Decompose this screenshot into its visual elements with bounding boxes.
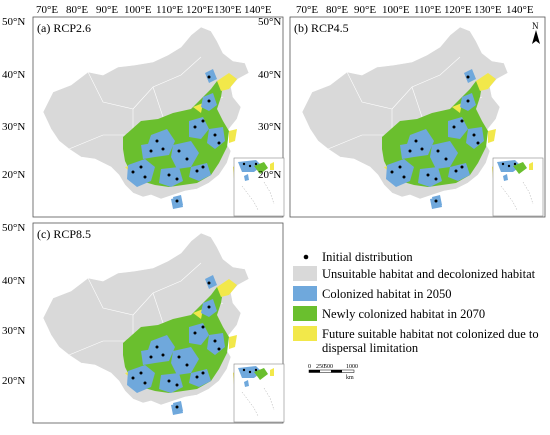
initial-dot-swatch: [303, 254, 309, 260]
legend-colonized-2070: Newly colonized habitat in 2070: [322, 307, 485, 321]
legend: Initial distribution Unsuitable habitat …: [293, 250, 539, 355]
panel-a: (a) RCP2.6: [32, 16, 285, 218]
panel-a-label: (a) RCP2.6: [37, 21, 91, 35]
lon-tick: 70°E: [36, 4, 58, 16]
legend-future-line2: dispersal limitation: [322, 341, 419, 355]
lat-tick: 20°N: [258, 169, 281, 181]
lat-ticks-a: 50°N 40°N 30°N 20°N: [2, 16, 25, 181]
lat-tick: 40°N: [2, 275, 25, 287]
lat-tick: 20°N: [2, 375, 25, 387]
lat-ticks-c: 50°N 40°N 30°N 20°N: [2, 222, 25, 387]
legend-colonized-2050: Colonized habitat in 2050: [322, 287, 452, 301]
lat-tick: 50°N: [2, 222, 25, 234]
lon-tick: 120°E: [186, 4, 214, 16]
lat-tick: 40°N: [2, 69, 25, 81]
lon-tick: 90°E: [96, 4, 118, 16]
lat-tick: 20°N: [2, 169, 25, 181]
panel-c-label: (c) RCP8.5: [37, 227, 91, 241]
scale-unit: km: [346, 375, 354, 381]
lon-tick: 120°E: [444, 4, 472, 16]
scale-label: 1000: [346, 364, 358, 370]
legend-unsuitable: Unsuitable habitat and decolonized habit…: [322, 267, 536, 281]
lat-ticks-b: 50°N 40°N 30°N 20°N: [258, 16, 281, 181]
panel-a-inset: [233, 157, 285, 217]
lat-tick: 30°N: [258, 121, 281, 133]
swatch-colonized-2070: [293, 306, 317, 321]
panel-b-label: (b) RCP4.5: [294, 21, 349, 35]
lon-tick: 110°E: [156, 4, 183, 16]
lat-tick: 50°N: [258, 16, 281, 28]
panel-b: (b) RCP4.5 N: [289, 16, 546, 218]
scale-label: 250: [316, 364, 325, 370]
legend-initial: Initial distribution: [322, 250, 413, 264]
panel-c: (c) RCP8.5: [32, 222, 285, 424]
lat-tick: 40°N: [258, 69, 281, 81]
panel-c-inset: [233, 363, 285, 423]
lon-tick: 130°E: [474, 4, 502, 16]
lon-tick: 80°E: [326, 4, 348, 16]
lon-ticks-a: 70°E 80°E 90°E 100°E 110°E 120°E 130°E 1…: [36, 4, 272, 16]
lon-tick: 80°E: [66, 4, 88, 16]
lon-tick: 110°E: [414, 4, 441, 16]
north-arrow-icon: N: [532, 21, 540, 44]
lon-tick: 70°E: [296, 4, 318, 16]
panel-b-inset: [492, 157, 544, 217]
lat-tick: 30°N: [2, 121, 25, 133]
lon-ticks-b: 70°E 80°E 90°E 100°E 110°E 120°E 130°E 1…: [296, 4, 534, 16]
scale-label: 500: [324, 364, 333, 370]
swatch-colonized-2050: [293, 286, 317, 301]
swatch-unsuitable: [293, 266, 317, 281]
lon-tick: 100°E: [382, 4, 410, 16]
lon-tick: 90°E: [354, 4, 376, 16]
lon-tick: 140°E: [506, 4, 534, 16]
lat-tick: 50°N: [2, 16, 25, 28]
lon-tick: 140°E: [244, 4, 272, 16]
north-label: N: [532, 21, 539, 31]
swatch-future: [293, 326, 317, 341]
lon-tick: 100°E: [124, 4, 152, 16]
lat-tick: 30°N: [2, 325, 25, 337]
legend-future: Future suitable habitat not colonized du…: [322, 327, 539, 341]
lon-tick: 130°E: [214, 4, 242, 16]
scale-label: 0: [308, 364, 311, 370]
scale-bar: 0 250 500 1000 km: [308, 364, 358, 381]
